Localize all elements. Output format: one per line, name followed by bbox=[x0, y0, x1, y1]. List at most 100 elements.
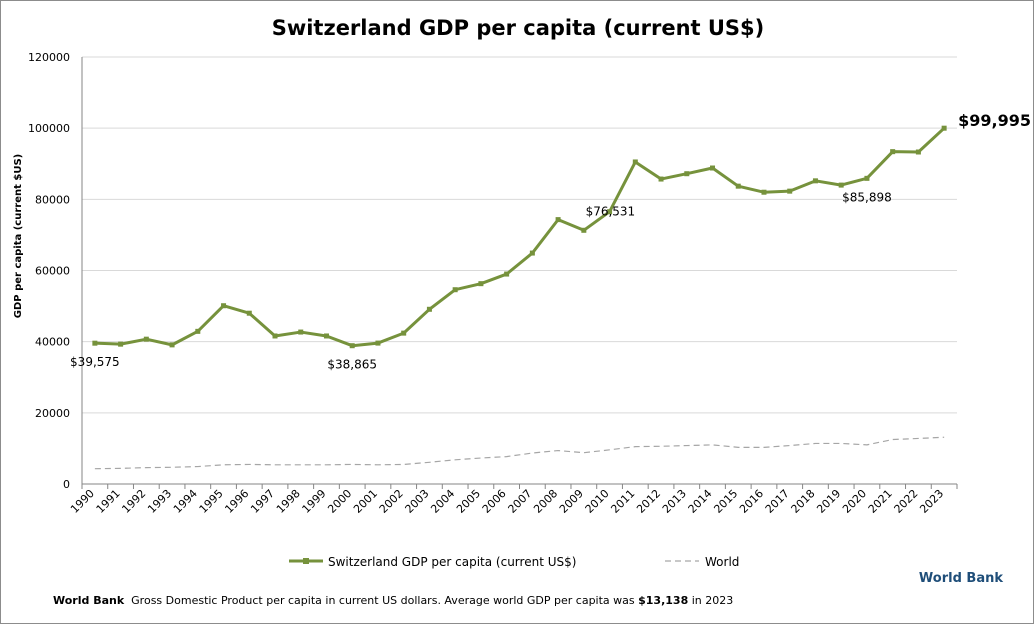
series-layer bbox=[92, 125, 947, 470]
data-point bbox=[118, 341, 124, 347]
chart-title: Switzerland GDP per capita (current US$) bbox=[272, 16, 765, 40]
legend: Switzerland GDP per capita (current US$)… bbox=[289, 555, 739, 569]
y-tick-label: 120000 bbox=[28, 51, 70, 64]
data-point bbox=[298, 329, 304, 335]
data-point bbox=[169, 342, 175, 348]
legend-marker-switzerland bbox=[303, 558, 309, 564]
y-tick-label: 40000 bbox=[35, 336, 70, 349]
x-tick-label: 2021 bbox=[866, 487, 895, 516]
data-point bbox=[684, 171, 690, 177]
data-point bbox=[632, 159, 638, 165]
data-point bbox=[787, 188, 793, 194]
x-tick-labels: 1990199119921993199419951996199719981999… bbox=[68, 487, 946, 516]
x-tick-label: 2011 bbox=[608, 487, 637, 516]
data-point bbox=[195, 328, 201, 334]
data-point bbox=[375, 340, 381, 346]
x-tick-label: 2001 bbox=[351, 487, 380, 516]
data-point bbox=[221, 303, 227, 309]
data-point bbox=[658, 176, 664, 182]
x-tick-label: 2014 bbox=[686, 487, 715, 516]
y-tick-label: 100000 bbox=[28, 122, 70, 135]
data-label: $76,531 bbox=[586, 205, 636, 219]
x-tick-label: 2012 bbox=[634, 487, 663, 516]
data-point bbox=[838, 182, 844, 188]
x-tick-label: 2020 bbox=[840, 487, 869, 516]
axes bbox=[81, 57, 958, 489]
data-point bbox=[710, 165, 716, 171]
x-tick-label: 2007 bbox=[505, 487, 534, 516]
x-tick-label: 1991 bbox=[94, 487, 123, 516]
x-tick-label: 2000 bbox=[325, 487, 354, 516]
data-point bbox=[581, 227, 587, 233]
x-tick-label: 2008 bbox=[531, 487, 560, 516]
x-tick-label: 1993 bbox=[145, 487, 174, 516]
x-tick-label: 2009 bbox=[557, 487, 586, 516]
x-tick-label: 2015 bbox=[711, 487, 740, 516]
x-tick-label: 2017 bbox=[763, 487, 792, 516]
data-point bbox=[890, 149, 896, 155]
x-tick-label: 2018 bbox=[789, 487, 818, 516]
brand-label: World Bank bbox=[919, 571, 1003, 586]
footnote-highlight: $13,138 bbox=[638, 594, 689, 607]
x-tick-label: 2022 bbox=[892, 487, 921, 516]
data-point bbox=[426, 306, 432, 312]
data-point bbox=[478, 281, 484, 287]
data-label: $99,995 bbox=[958, 111, 1031, 130]
x-tick-label: 1996 bbox=[222, 487, 251, 516]
x-tick-label: 2006 bbox=[480, 487, 509, 516]
data-annotations: $39,575 $38,865 $76,531 $85,898 $99,995 bbox=[70, 111, 1031, 372]
x-tick-label: 2010 bbox=[583, 487, 612, 516]
x-tick-label: 1990 bbox=[68, 487, 97, 516]
series-line-1 bbox=[94, 436, 945, 470]
data-point bbox=[761, 189, 767, 195]
data-label: $38,865 bbox=[327, 358, 377, 372]
data-point bbox=[323, 333, 329, 339]
data-point bbox=[864, 175, 870, 181]
x-tick-label: 2004 bbox=[428, 487, 457, 516]
data-label: $85,898 bbox=[842, 190, 892, 204]
x-tick-label: 1992 bbox=[119, 487, 148, 516]
x-tick-label: 2002 bbox=[377, 487, 406, 516]
data-point bbox=[735, 183, 741, 189]
data-point bbox=[452, 287, 458, 293]
data-point bbox=[812, 178, 818, 184]
gridlines bbox=[82, 56, 957, 414]
y-tick-label: 20000 bbox=[35, 407, 70, 420]
data-label: $39,575 bbox=[70, 355, 120, 369]
data-point bbox=[272, 333, 278, 339]
y-axis-label: GDP per capita (current $US) bbox=[13, 154, 24, 318]
x-tick-label: 1998 bbox=[274, 487, 303, 516]
data-point bbox=[607, 209, 613, 215]
legend-label-world: World bbox=[705, 555, 739, 569]
footnote-text-end: in 2023 bbox=[691, 594, 734, 607]
x-tick-label: 2016 bbox=[737, 487, 766, 516]
series-line-0 bbox=[94, 127, 946, 348]
x-tick-label: 2003 bbox=[403, 487, 432, 516]
data-point bbox=[246, 310, 252, 316]
x-tick-label: 2005 bbox=[454, 487, 483, 516]
x-tick-label: 1999 bbox=[300, 487, 329, 516]
data-point bbox=[143, 336, 149, 342]
data-point bbox=[92, 340, 98, 346]
x-tick-label: 2013 bbox=[660, 487, 689, 516]
data-point bbox=[401, 330, 407, 336]
y-tick-label: 0 bbox=[63, 478, 70, 491]
footnote-text: Gross Domestic Product per capita in cur… bbox=[131, 594, 635, 607]
y-tick-label: 60000 bbox=[35, 265, 70, 278]
data-point bbox=[349, 343, 355, 349]
x-tick-label: 2023 bbox=[917, 487, 946, 516]
x-tick-label: 1995 bbox=[197, 487, 226, 516]
data-point bbox=[529, 250, 535, 256]
y-tick-labels: 0 20000 40000 60000 80000 100000 120000 bbox=[28, 51, 70, 491]
y-tick-label: 80000 bbox=[35, 193, 70, 206]
data-point bbox=[941, 125, 947, 131]
x-tick-label: 1997 bbox=[248, 487, 277, 516]
data-point bbox=[915, 149, 921, 155]
x-tick-label: 1994 bbox=[171, 487, 200, 516]
footnote-source: World Bank bbox=[53, 594, 125, 607]
footnote: World Bank Gross Domestic Product per ca… bbox=[53, 594, 733, 607]
data-point bbox=[555, 217, 561, 223]
data-point bbox=[504, 271, 510, 277]
